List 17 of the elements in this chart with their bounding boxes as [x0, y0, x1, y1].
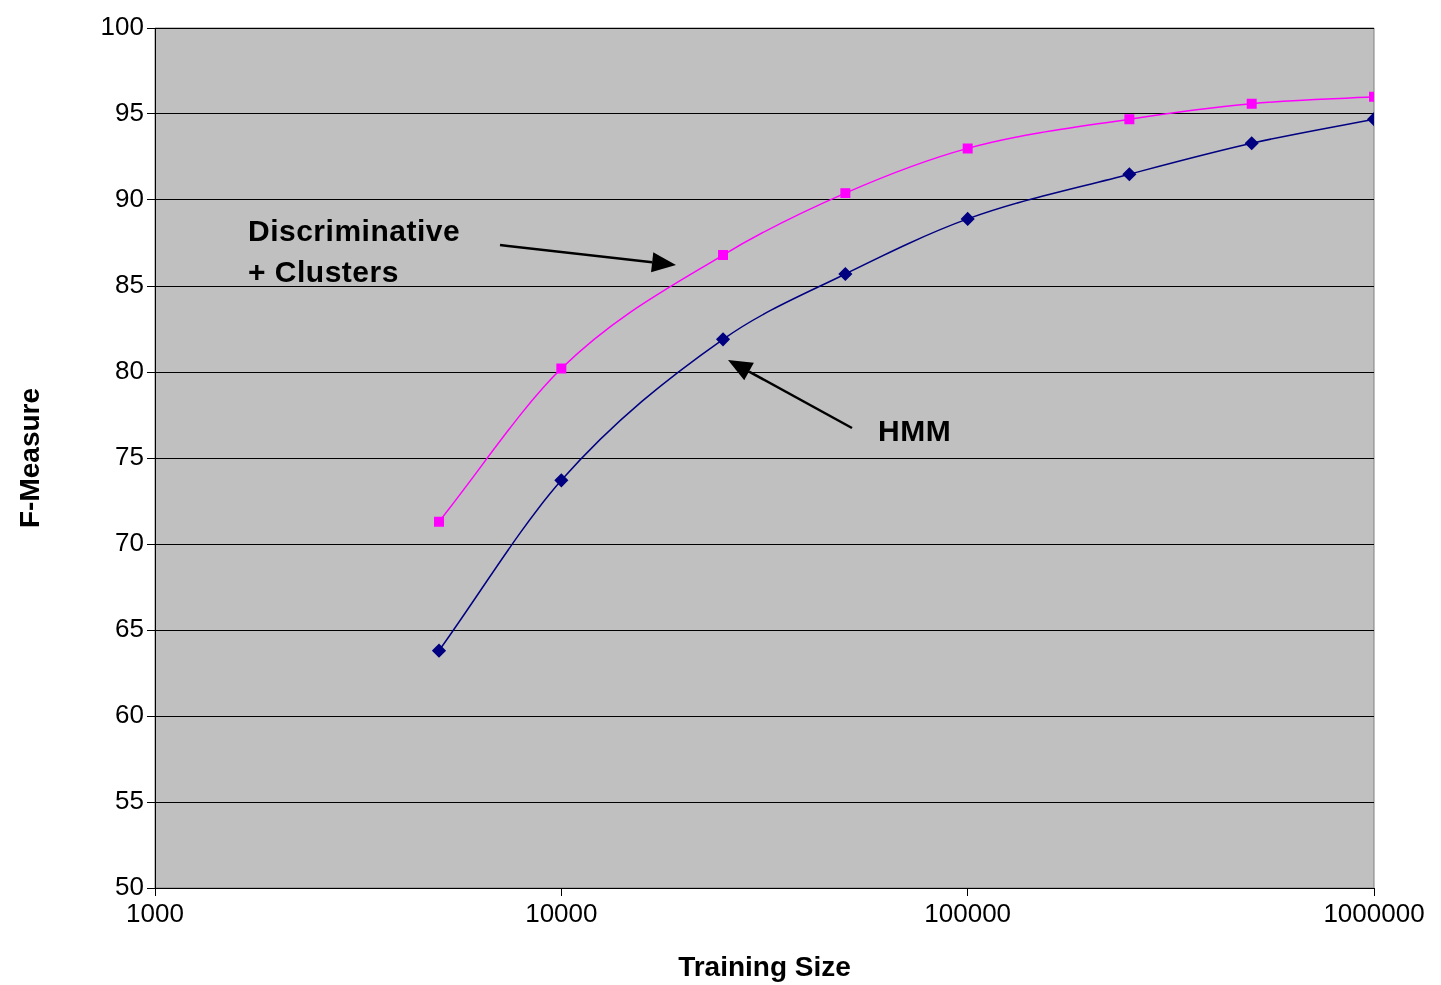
- x-tick-label: 100000: [924, 897, 1012, 928]
- y-axis-title: F-Measure: [13, 387, 45, 529]
- y-tick-label: 80: [115, 355, 144, 386]
- x-tick-label: 1000000: [1323, 897, 1425, 928]
- x-tick-label: 10000: [525, 897, 598, 928]
- y-tick-label: 75: [115, 441, 144, 472]
- y-tick-label: 65: [115, 613, 144, 644]
- y-tick-label: 95: [115, 97, 144, 128]
- y-tick-label: 85: [115, 269, 144, 300]
- y-tick-label: 100: [100, 11, 144, 42]
- x-axis-title: Training Size: [678, 950, 851, 982]
- y-tick-label: 55: [115, 785, 144, 816]
- y-tick-label: 60: [115, 699, 144, 730]
- annotation: HMM: [878, 413, 952, 449]
- annotation: Discriminative + Clusters: [248, 213, 461, 290]
- y-tick-label: 90: [115, 183, 144, 214]
- y-tick-label: 70: [115, 527, 144, 558]
